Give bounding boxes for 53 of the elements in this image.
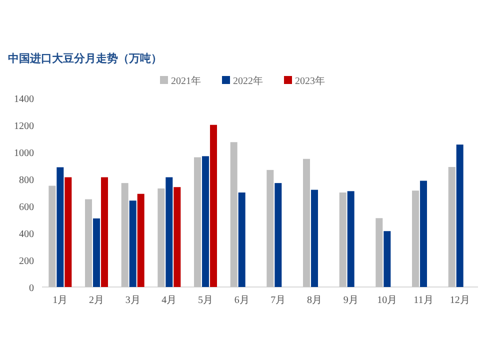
x-tick-label: 4月 (162, 295, 177, 306)
x-tick-label: 8月 (307, 295, 322, 306)
legend-label: 2022年 (233, 75, 263, 87)
bar (166, 177, 173, 287)
y-tick-label: 1400 (14, 94, 34, 105)
y-tick-label: 800 (19, 175, 34, 186)
bar (194, 157, 201, 287)
chart-title: 中国进口大豆分月走势（万吨） (8, 52, 162, 65)
bar (266, 170, 274, 287)
bar (158, 188, 165, 287)
bar (448, 166, 456, 287)
bar (384, 231, 391, 287)
bar (303, 158, 310, 287)
bar (93, 218, 100, 287)
bar (202, 156, 209, 287)
bar (85, 199, 92, 287)
y-tick-label: 400 (19, 229, 34, 240)
bar (210, 124, 217, 287)
bar (376, 218, 383, 287)
bar (311, 190, 318, 287)
x-tick-label: 6月 (234, 295, 250, 306)
bar (230, 142, 238, 287)
bar (137, 194, 144, 287)
x-tick-label: 9月 (343, 295, 358, 306)
bar (347, 191, 354, 287)
x-tick-label: 5月 (198, 295, 213, 306)
x-tick-label: 1月 (52, 295, 68, 306)
legend-label: 2023年 (295, 75, 325, 87)
bar (339, 192, 346, 287)
bar (238, 192, 246, 287)
bar (121, 183, 128, 287)
x-tick-label: 12月 (450, 295, 470, 306)
bar (101, 177, 108, 287)
bar (412, 190, 419, 287)
x-tick-label: 11月 (414, 295, 434, 306)
bar (56, 167, 64, 287)
y-tick-label: 200 (19, 256, 34, 267)
x-tick-label: 10月 (377, 295, 398, 306)
y-tick-label: 600 (19, 202, 34, 213)
bar (48, 186, 56, 287)
bar (174, 187, 181, 287)
legend-label: 2021年 (171, 75, 201, 87)
x-tick-label: 7月 (270, 295, 286, 306)
bar (64, 177, 72, 287)
x-tick-label: 3月 (125, 295, 140, 306)
bar (456, 144, 464, 287)
bar (129, 200, 136, 287)
bar (420, 180, 427, 287)
bar (274, 183, 282, 287)
y-tick-label: 0 (29, 283, 34, 294)
x-tick-label: 2月 (89, 295, 104, 306)
y-tick-label: 1000 (14, 148, 34, 159)
y-tick-label: 1200 (14, 121, 34, 132)
